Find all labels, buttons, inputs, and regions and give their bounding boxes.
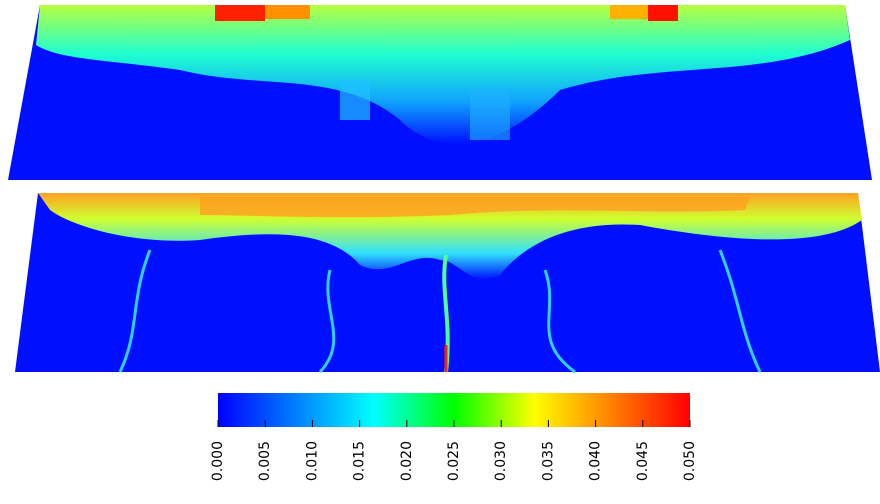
tick-label: 0.000: [210, 441, 226, 481]
tick-label: 0.015: [352, 441, 368, 481]
tick-label: 0.030: [493, 441, 509, 481]
colorbar: 0.000 0.005 0.010 0.015 0.020 0.025 0.030 0.035…: [210, 393, 698, 481]
scene: 0.000 0.005 0.010 0.015 0.020 0.025 0.030 0.035…: [0, 0, 880, 504]
tick-label: 0.035: [540, 441, 556, 481]
tick-label: 0.005: [257, 441, 273, 481]
tick-label: 0.045: [635, 441, 651, 481]
coarse-field: [8, 5, 872, 180]
tick-label: 0.020: [399, 441, 415, 481]
fine-field: [15, 193, 880, 372]
tick-label: 0.040: [588, 441, 604, 481]
tick-label: 0.025: [446, 441, 462, 481]
tick-label: 0.010: [304, 441, 320, 481]
tick-label: 0.050: [682, 441, 698, 481]
